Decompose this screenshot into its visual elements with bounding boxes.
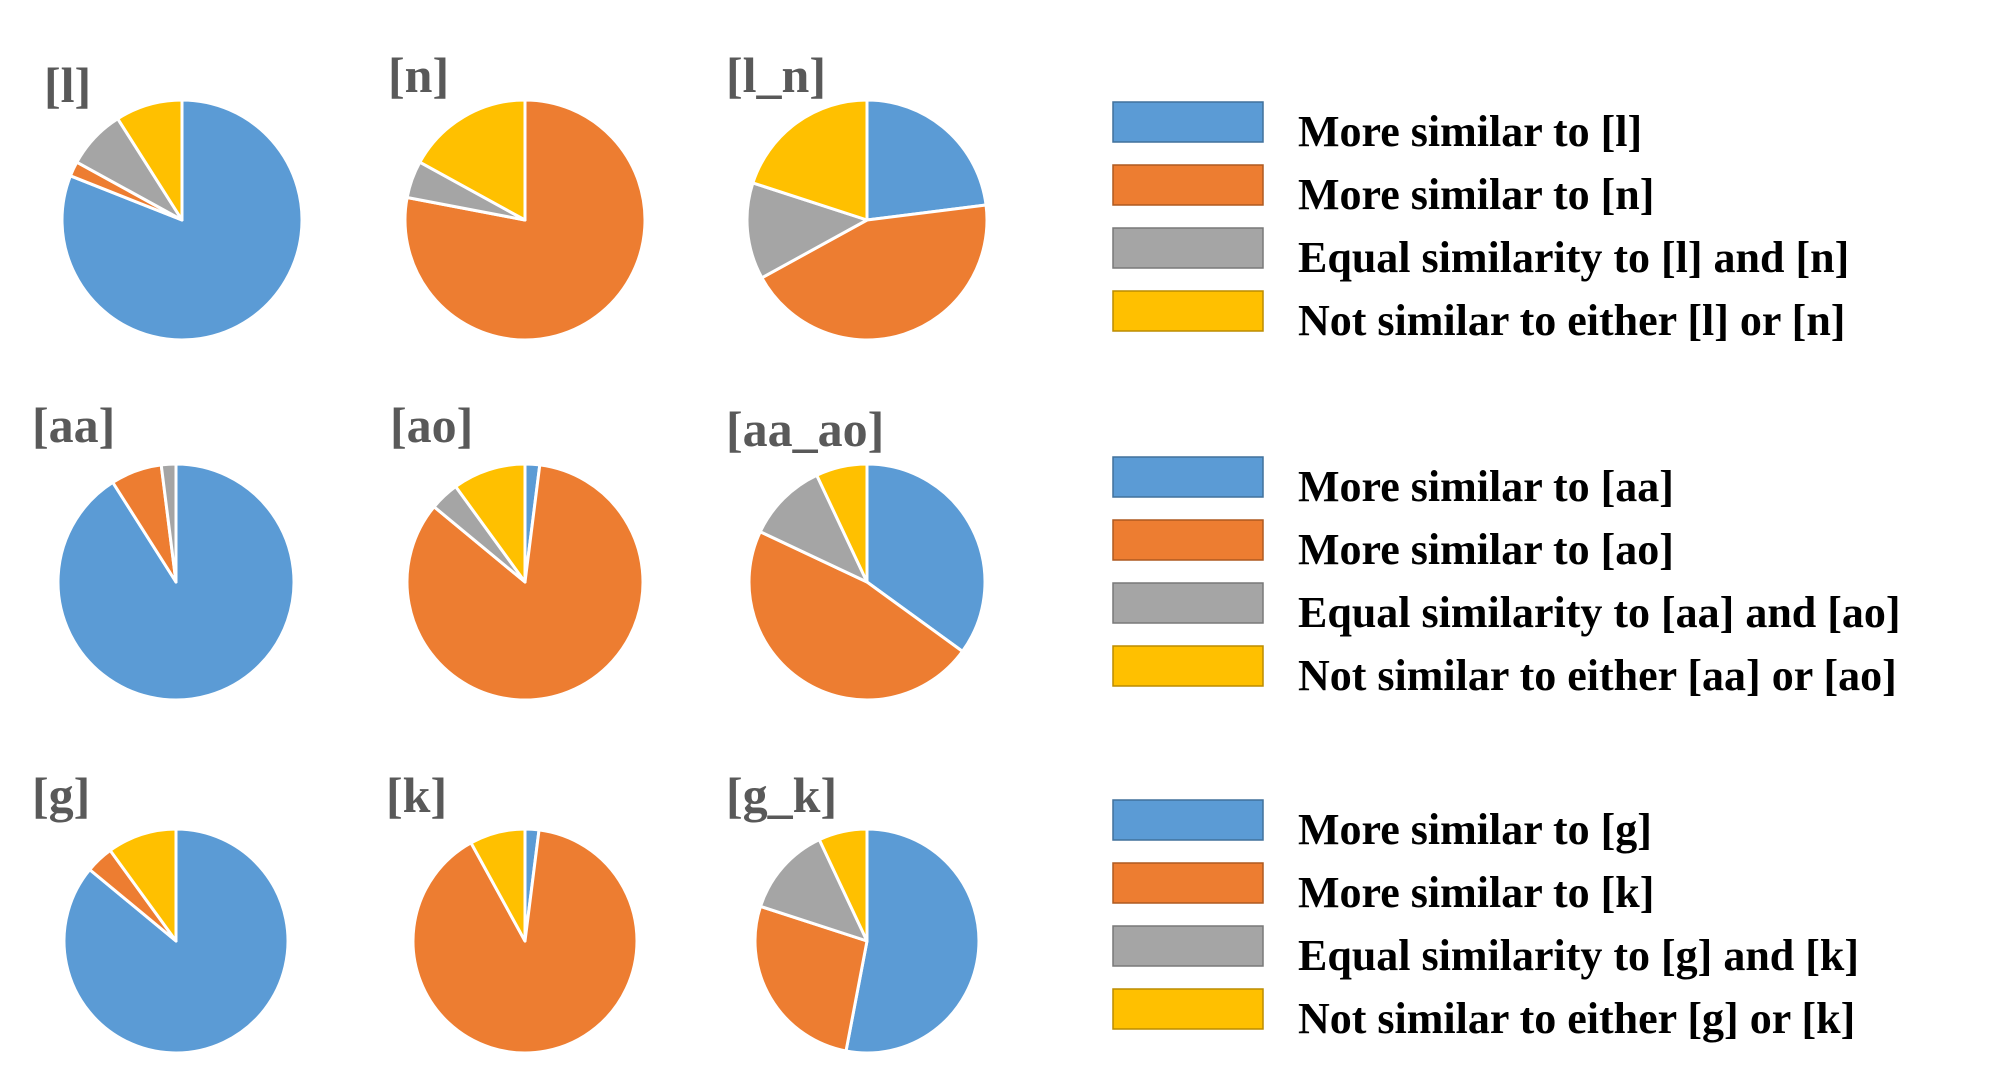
pie-slice-yellow (418, 98, 527, 222)
legend-label: More similar to [ao] (1298, 525, 1674, 574)
legend-swatch-blue (1112, 456, 1264, 498)
pie-slice-gray (745, 181, 869, 280)
legend-label: Equal similarity to [aa] and [ao] (1298, 588, 1901, 637)
pie-slice-blue (844, 827, 981, 1055)
pie-slice-blue (865, 98, 988, 222)
pie-title-l-n: [l_n] (726, 47, 826, 103)
legend-label: Not similar to either [g] or [k] (1298, 994, 1855, 1043)
pie-slice-yellow (469, 827, 527, 943)
legend-swatch-gray (1112, 925, 1264, 967)
legend-swatch-blue (1112, 799, 1264, 841)
legend-label: Not similar to either [l] or [n] (1298, 296, 1845, 345)
legend-label: Equal similarity to [l] and [n] (1298, 233, 1849, 282)
legend-swatch-yellow (1112, 645, 1264, 687)
legend-label: More similar to [k] (1298, 868, 1654, 917)
pie-slice-yellow (454, 462, 527, 584)
pie-slice-gray (758, 838, 869, 943)
pie-aa-ao (747, 462, 987, 702)
legend-label: More similar to [n] (1298, 170, 1654, 219)
legend-l-n: More similar to [l] More similar to [n] … (1112, 101, 1849, 345)
pie-title-aa-ao: [aa_ao] (726, 401, 884, 457)
pie-title-l: [l] (44, 57, 91, 113)
legend-swatch-yellow (1112, 290, 1264, 332)
legend-aa-ao: More similar to [aa] More similar to [ao… (1112, 456, 1901, 700)
legend-label: More similar to [l] (1298, 107, 1642, 156)
legend-swatch-blue (1112, 101, 1264, 143)
pie-n (403, 98, 647, 342)
pie-slice-blue (865, 462, 987, 653)
legend-label: Equal similarity to [g] and [k] (1298, 931, 1859, 980)
pie-aa (56, 462, 296, 702)
legend-swatch-orange (1112, 164, 1264, 206)
pie-l-n (745, 98, 989, 342)
pie-title-ao: [ao] (390, 397, 473, 453)
pie-slice-orange (747, 530, 964, 702)
pie-slice-orange (760, 203, 989, 342)
legend-swatch-orange (1112, 519, 1264, 561)
pie-slice-yellow (815, 462, 869, 584)
pie-slice-yellow (116, 98, 184, 222)
pie-ao (405, 462, 645, 702)
pie-title-g-k: [g_k] (726, 767, 837, 823)
pie-title-aa: [aa] (32, 397, 115, 453)
legend-swatch-gray (1112, 227, 1264, 269)
pie-title-n: [n] (388, 47, 449, 103)
legend-label: More similar to [g] (1298, 805, 1652, 854)
pie-title-k: [k] (386, 767, 447, 823)
pie-k (411, 827, 639, 1055)
pie-slice-yellow (108, 827, 178, 943)
legend-label: Not similar to either [aa] or [ao] (1298, 651, 1897, 700)
pie-slice-yellow (751, 98, 869, 222)
pie-slice-gray (159, 462, 178, 584)
legend-label: More similar to [aa] (1298, 462, 1674, 511)
legend-g-k: More similar to [g] More similar to [k] … (1112, 799, 1859, 1043)
pie-slice-blue (60, 98, 304, 342)
pie-slice-yellow (817, 827, 869, 943)
legend-swatch-yellow (1112, 988, 1264, 1030)
pie-l (60, 98, 304, 342)
pie-title-g: [g] (32, 767, 90, 823)
pie-g (62, 827, 290, 1055)
legend-swatch-gray (1112, 582, 1264, 624)
legend-swatch-orange (1112, 862, 1264, 904)
pie-g-k (753, 827, 981, 1055)
pie-slice-gray (758, 473, 869, 584)
pie-slice-orange (753, 904, 869, 1053)
